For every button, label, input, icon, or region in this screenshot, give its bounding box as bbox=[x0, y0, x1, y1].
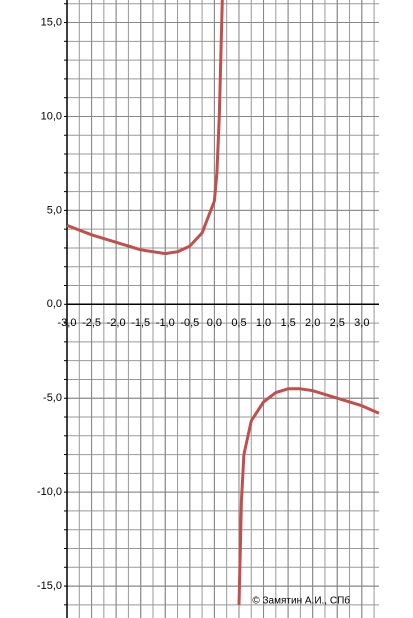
x-tick-label: -1,0 bbox=[156, 317, 175, 329]
y-tick-label: 5,0 bbox=[47, 204, 62, 216]
x-tick-label: 2,5 bbox=[330, 317, 345, 329]
x-tick-label: -1,5 bbox=[131, 317, 150, 329]
x-tick-label: 0,5 bbox=[231, 317, 246, 329]
y-tick-label: 10,0 bbox=[41, 110, 62, 122]
x-tick-label: 2,0 bbox=[305, 317, 320, 329]
y-tick-label: -10,0 bbox=[37, 486, 62, 498]
x-tick-label: -2,5 bbox=[82, 317, 101, 329]
copyright: © Замятин А.И., СПб bbox=[252, 595, 350, 607]
curve bbox=[66, 0, 380, 605]
x-tick-label: 1,5 bbox=[280, 317, 295, 329]
x-tick-label: 1,0 bbox=[256, 317, 271, 329]
x-tick-label: -0,5 bbox=[180, 317, 199, 329]
y-tick-label: -5,0 bbox=[43, 392, 62, 404]
x-tick-label: -2,0 bbox=[107, 317, 126, 329]
y-tick-label: 0,0 bbox=[47, 298, 62, 310]
y-tick-label: 15,0 bbox=[41, 16, 62, 28]
y-tick-label: -15,0 bbox=[37, 580, 62, 592]
x-tick-label: 0,0 bbox=[207, 317, 222, 329]
x-tick-label: 3,0 bbox=[354, 317, 369, 329]
